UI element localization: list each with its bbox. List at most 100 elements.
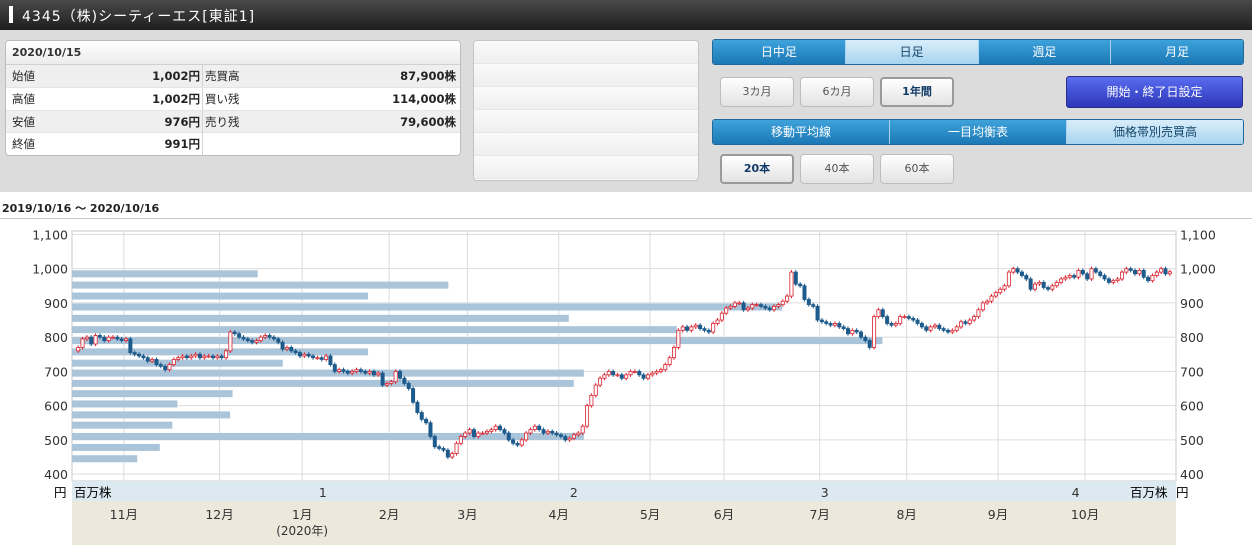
- candle-body: [432, 436, 437, 448]
- candle-body: [711, 323, 716, 333]
- candle-body: [458, 436, 463, 444]
- quote-divider: [202, 110, 203, 133]
- candle-body: [493, 425, 498, 431]
- candle-body: [680, 326, 685, 331]
- quote-row: 終値 991円: [6, 133, 460, 155]
- candle-body: [215, 355, 220, 359]
- candle-body: [184, 355, 189, 359]
- info-row: [474, 156, 698, 179]
- candle-body: [867, 340, 872, 348]
- candle-body: [332, 364, 337, 372]
- candle-body: [841, 326, 846, 330]
- volume-bar: [72, 432, 584, 440]
- volume-bar: [72, 443, 160, 451]
- month-label: 4月: [549, 507, 569, 522]
- quote-row: 安値 976円 売り残 79,600株: [6, 110, 460, 134]
- candle-body: [367, 371, 372, 374]
- candle-body: [780, 300, 785, 306]
- candle-body: [445, 449, 450, 458]
- price-chart: 1,100 1,000 900 800 700 600 500 400 1,100 1,000 9…: [0, 218, 1252, 546]
- tab-ichimoku[interactable]: 一目均衡表: [890, 120, 1067, 144]
- candle-body: [737, 302, 742, 305]
- candle-body: [306, 353, 311, 357]
- candle-body: [1024, 275, 1029, 280]
- candle-body: [715, 319, 720, 324]
- tab-intraday[interactable]: 日中足: [713, 40, 846, 64]
- ma-40-button[interactable]: 40本: [800, 154, 874, 184]
- tab-moving-average[interactable]: 移動平均線: [713, 120, 890, 144]
- tab-volume-by-price[interactable]: 価格帯別売買高: [1067, 120, 1243, 144]
- candle-body: [1141, 269, 1146, 278]
- candle-body: [163, 365, 168, 371]
- ma-20-button[interactable]: 20本: [720, 154, 794, 184]
- candle-body: [606, 371, 611, 376]
- candle-body: [1054, 281, 1059, 287]
- candle-body: [384, 382, 389, 386]
- period-6m-button[interactable]: 6カ月: [800, 77, 874, 107]
- period-3m-button[interactable]: 3カ月: [720, 77, 794, 107]
- candle-body: [702, 328, 707, 331]
- candle-body: [859, 331, 864, 338]
- candle-body: [985, 300, 990, 304]
- candle-body: [1111, 280, 1116, 283]
- candle-body: [1137, 269, 1142, 275]
- candle-body: [141, 355, 146, 359]
- control-area: 2020/10/15 始値 1,002円 売買高 87,900株 高値 1,00…: [0, 30, 1252, 192]
- candle-body: [1150, 275, 1155, 282]
- candle-body: [776, 304, 781, 307]
- month-label: 3月: [457, 507, 477, 522]
- candle-body: [1106, 278, 1111, 283]
- candle-body: [745, 307, 750, 311]
- candle-body: [484, 430, 489, 434]
- tab-monthly[interactable]: 月足: [1111, 40, 1243, 64]
- candle-body: [1046, 287, 1051, 290]
- candle-body: [728, 305, 733, 309]
- candle-body: [567, 437, 572, 441]
- candle-body: [311, 355, 316, 359]
- volume-unit-left: 百万株: [74, 485, 112, 500]
- candle-body: [167, 364, 172, 371]
- candle-body: [193, 353, 198, 357]
- candle-body: [219, 355, 224, 359]
- candle-body: [1146, 276, 1151, 282]
- volume-unit-right: 百万株: [1130, 485, 1168, 500]
- y-tick-label: 700: [44, 364, 68, 379]
- candle-body: [250, 340, 255, 343]
- tab-daily[interactable]: 日足: [845, 40, 979, 64]
- quote-value: [306, 133, 456, 155]
- period-1y-button[interactable]: 1年間: [880, 77, 954, 107]
- quote-label: 買い残: [205, 91, 240, 106]
- candle-body: [319, 357, 324, 360]
- volume-bar: [72, 348, 369, 356]
- candle-body: [97, 335, 102, 338]
- ma-60-button[interactable]: 60本: [880, 154, 954, 184]
- candle-body: [276, 338, 281, 343]
- tab-weekly[interactable]: 週足: [978, 40, 1112, 64]
- candle-body: [1085, 273, 1090, 280]
- candle-body: [658, 369, 663, 372]
- volume-bar: [72, 326, 677, 334]
- candle-body: [959, 321, 964, 328]
- y-tick-label: 900: [44, 296, 68, 311]
- volume-tick-label: 4: [1072, 485, 1080, 500]
- candle-body: [284, 347, 289, 350]
- candle-body: [941, 328, 946, 331]
- candle-body: [145, 357, 150, 362]
- chart-svg: 1,100 1,000 900 800 700 600 500 400 1,100 1,000 9…: [32, 227, 1216, 545]
- candle-body: [324, 355, 329, 360]
- candle-body: [628, 371, 633, 376]
- candle-body: [998, 288, 1003, 294]
- candle-body: [402, 377, 407, 384]
- candle-body: [419, 412, 424, 420]
- candle-body: [345, 371, 350, 374]
- timeframe-tabs: 日中足 日足 週足 月足: [712, 39, 1244, 65]
- candle-body: [189, 355, 194, 359]
- date-range-button[interactable]: 開始・終了日設定: [1066, 76, 1243, 108]
- candle-body: [902, 316, 907, 319]
- candle-body: [845, 328, 850, 335]
- candle-body: [398, 371, 403, 379]
- candle-body: [893, 323, 898, 326]
- candle-body: [150, 359, 155, 362]
- candle-body: [106, 336, 111, 341]
- candle-body: [863, 336, 868, 341]
